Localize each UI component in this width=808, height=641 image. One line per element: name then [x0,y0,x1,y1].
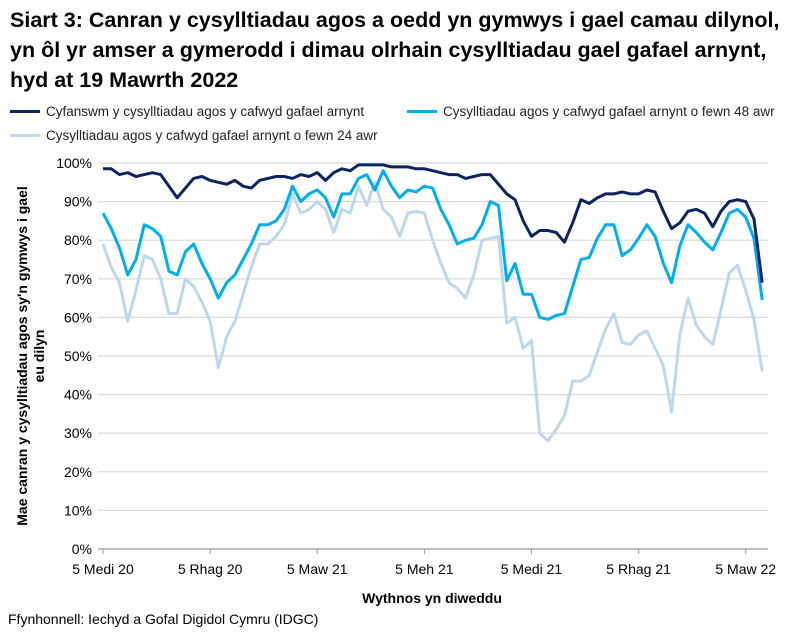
y-axis-title: Mae canran y cysylltiadau agos sy'n gymw… [14,186,47,525]
x-tick-label: 5 Maw 21 [287,561,348,577]
y-tick-label: 70% [64,271,92,287]
y-tick-label: 100% [56,155,92,171]
source-note: Ffynhonnell: Iechyd a Gofal Digidol Cymr… [8,611,319,627]
series-line-1 [101,169,764,321]
y-tick-label: 60% [64,309,92,325]
legend-item-24h: Cysylltiadau agos y cafwyd gafael arnynt… [10,128,378,143]
legend-swatch [10,134,40,137]
y-tick-label: 40% [64,387,92,403]
y-tick-label: 50% [64,348,92,364]
x-axis-title: Wythnos yn diweddu [362,590,502,606]
legend-item-total: Cyfanswm y cysylltiadau agos y cafwyd ga… [10,104,364,119]
y-tick-label: 10% [64,502,92,518]
x-tick-label: 5 Rhag 20 [178,561,243,577]
legend-swatch [407,110,437,113]
series-line-2 [101,180,764,443]
legend-label: Cysylltiadau agos y cafwyd gafael arnynt… [46,128,378,143]
chart-title: Siart 3: Canran y cysylltiadau agos a oe… [10,8,780,92]
legend-label: Cyfanswm y cysylltiadau agos y cafwyd ga… [46,104,365,119]
legend-item-48h: Cysylltiadau agos y cafwyd gafael arnynt… [407,104,775,119]
x-tick-label: 5 Rhag 21 [606,561,671,577]
legend-label: Cysylltiadau agos y cafwyd gafael arnynt… [443,104,775,119]
x-tick-label: 5 Medi 21 [501,561,563,577]
x-tick-label: 5 Meh 21 [395,561,454,577]
x-tick-label: 5 Maw 22 [715,561,776,577]
legend-swatch [10,110,40,113]
x-tick-label: 5 Medi 20 [72,561,134,577]
y-tick-label: 30% [64,425,92,441]
y-tick-label: 80% [64,232,92,248]
y-tick-label: 90% [64,194,92,210]
y-tick-label: 0% [72,541,92,557]
y-tick-label: 20% [64,464,92,480]
